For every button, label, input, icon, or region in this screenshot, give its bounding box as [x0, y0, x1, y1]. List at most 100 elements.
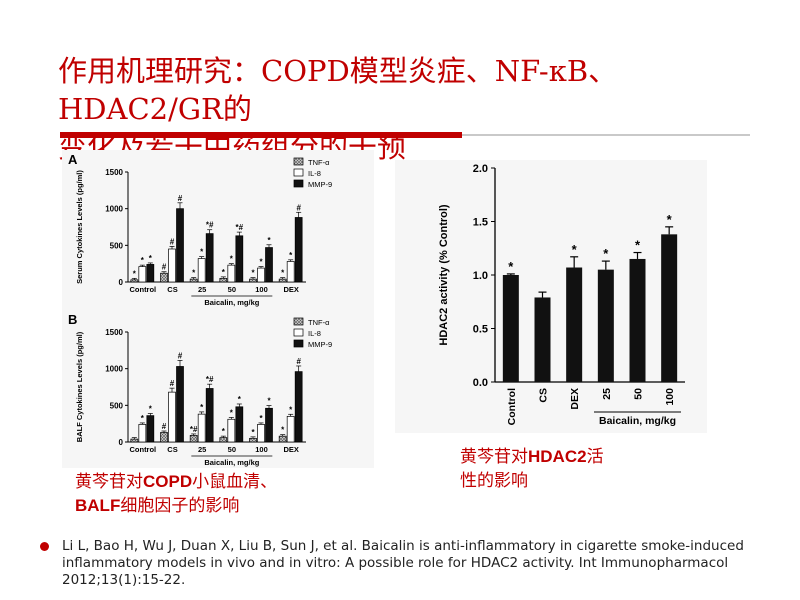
balf-bar: [286, 415, 295, 443]
serum-significance-marker: *: [141, 256, 145, 265]
balf-significance-marker: #: [162, 422, 167, 431]
balf-bar: [219, 437, 228, 443]
serum-significance-marker: *: [251, 269, 255, 278]
serum-bar: [278, 278, 287, 283]
balf-significance-marker: *#: [190, 425, 198, 434]
serum-legend-label: IL-8: [308, 169, 321, 178]
balf-y-tick-label: 1500: [105, 328, 123, 337]
hdac2-significance-marker: *: [635, 238, 641, 253]
serum-y-tick-label: 1500: [105, 168, 123, 177]
caption-hdac2: 黄芩苷对HDAC2活 性的影响: [460, 445, 700, 493]
serum-significance-marker: #: [162, 263, 167, 272]
hdac2-activity-chart: 0.0 0.5 1.0 1.5 2.0 HDAC2 activity (% Control…: [438, 163, 685, 427]
hdac2-x-axis-label: Baicalin, mg/kg: [599, 415, 676, 427]
serum-significance-marker: #: [296, 203, 301, 212]
hdac2-y-axis-label: HDAC2 activity (% Control): [438, 204, 450, 346]
hdac2-y-tick-label: 1.5: [473, 217, 488, 229]
serum-significance-marker: *: [281, 269, 285, 278]
serum-x-tick-label: CS: [167, 285, 177, 294]
caption-left-text-3: 细胞因子的影响: [120, 496, 240, 516]
hdac2-x-tick-label: CS: [538, 388, 550, 403]
bullet-dot-icon: [40, 542, 49, 551]
balf-bar: [235, 406, 244, 443]
hdac2-bar: [502, 275, 519, 382]
balf-legend-swatch: [293, 328, 304, 337]
balf-bar: [197, 413, 206, 443]
serum-significance-marker: *#: [236, 223, 244, 232]
serum-bar: [130, 279, 139, 283]
hdac2-bar: [629, 258, 646, 382]
serum-significance-marker: *: [259, 258, 263, 267]
balf-significance-marker: *: [149, 404, 153, 413]
hdac2-y-tick-label: 2.0: [473, 163, 488, 175]
hdac2-figure-panel: 0.0 0.5 1.0 1.5 2.0 HDAC2 activity (% Control…: [395, 160, 707, 433]
serum-legend-swatch: [293, 179, 304, 188]
serum-legend-label: MMP-9: [308, 180, 332, 189]
balf-legend-swatch: [293, 339, 304, 348]
serum-cytokines-chart: A Serum Cytokines Levels (pg/ml) 0 500 1000 1…: [68, 152, 332, 307]
balf-y-axis-label: BALF Cytokines Levels (pg/ml): [75, 331, 84, 442]
balf-x-tick-label: 100: [255, 445, 268, 454]
serum-bar: [146, 264, 155, 283]
balf-significance-marker: *: [251, 428, 255, 437]
balf-cytokines-chart: B BALF Cytokines Levels (pg/ml) 0 500 1000 15…: [68, 312, 332, 467]
serum-bar: [227, 264, 236, 283]
hdac2-bar: [534, 297, 551, 382]
balf-y-tick-label: 500: [110, 401, 124, 410]
balf-y-tick-label: 1000: [105, 365, 123, 374]
balf-significance-marker: *: [289, 405, 293, 414]
balf-bar: [257, 424, 265, 443]
balf-panel-label: B: [68, 312, 77, 327]
serum-bar: [160, 272, 168, 283]
caption-right-hdac2: HDAC2: [528, 447, 587, 466]
serum-significance-marker: *: [149, 254, 153, 263]
serum-bar: [286, 261, 295, 283]
balf-significance-marker: *#: [206, 375, 214, 384]
balf-bar: [249, 437, 257, 443]
serum-panel-label: A: [68, 152, 78, 167]
serum-legend-swatch: [293, 168, 304, 177]
balf-x-axis-label: Baicalin, mg/kg: [204, 458, 259, 467]
serum-y-tick-label: 0: [119, 278, 124, 287]
balf-bar: [130, 438, 139, 443]
hdac2-x-tick-label: Control: [506, 388, 518, 425]
balf-bar: [176, 366, 184, 443]
serum-bar: [294, 217, 303, 283]
caption-left-copd: COPD: [143, 472, 193, 491]
balf-x-tick-label: DEX: [283, 445, 298, 454]
hdac2-significance-marker: *: [508, 259, 514, 274]
caption-right-text-3: 性的影响: [460, 471, 528, 491]
hdac2-x-tick-label: 50: [633, 388, 645, 400]
balf-x-tick-label: Control: [129, 445, 156, 454]
serum-bar: [257, 267, 265, 283]
serum-significance-marker: *: [192, 269, 196, 278]
serum-bar: [205, 233, 214, 283]
serum-significance-marker: *: [289, 251, 293, 260]
serum-x-tick-label: 50: [228, 285, 236, 294]
serum-significance-marker: *: [200, 248, 204, 257]
hdac2-y-tick-label: 0.0: [473, 377, 488, 389]
balf-x-tick-label: CS: [167, 445, 177, 454]
caption-right-text-2: 活: [586, 447, 604, 467]
serum-x-tick-label: 100: [255, 285, 268, 294]
serum-bar: [176, 208, 184, 283]
serum-significance-marker: *#: [206, 221, 214, 230]
serum-significance-marker: *: [230, 255, 234, 264]
balf-x-tick-label: 50: [228, 445, 236, 454]
balf-significance-marker: *: [281, 426, 285, 435]
balf-significance-marker: *: [238, 395, 242, 404]
serum-x-tick-label: Control: [129, 285, 156, 294]
serum-significance-marker: *: [222, 268, 226, 277]
caption-left-balf: BALF: [75, 496, 121, 515]
balf-bar: [138, 424, 147, 443]
serum-x-tick-label: DEX: [283, 285, 298, 294]
serum-bar: [249, 278, 257, 283]
hdac2-bar: [597, 269, 614, 382]
balf-significance-marker: *: [141, 414, 145, 423]
balf-bar: [205, 388, 214, 443]
balf-bar: [278, 435, 287, 443]
serum-significance-marker: *: [267, 236, 271, 245]
hdac2-x-tick-label: DEX: [569, 388, 581, 410]
balf-bar: [227, 418, 236, 443]
serum-bar: [219, 277, 228, 283]
